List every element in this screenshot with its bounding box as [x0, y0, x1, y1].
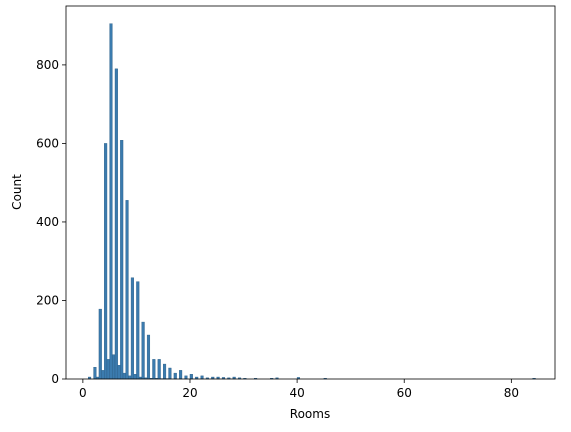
- bar: [117, 365, 121, 380]
- bar: [120, 140, 124, 380]
- y-tick-label: 600: [36, 136, 59, 150]
- bar: [173, 372, 177, 380]
- bar: [98, 308, 102, 380]
- bar: [184, 375, 188, 380]
- y-tick-label: 400: [36, 215, 59, 229]
- y-tick-label: 200: [36, 293, 59, 307]
- bar: [106, 359, 110, 380]
- bar: [114, 68, 118, 380]
- bar: [112, 354, 116, 380]
- axes-frame: [65, 5, 556, 380]
- bar: [179, 370, 183, 380]
- x-tick-label: 40: [289, 386, 304, 400]
- bar: [101, 370, 105, 380]
- bar: [104, 143, 108, 380]
- y-axis-label: Count: [10, 174, 24, 210]
- bar: [128, 375, 132, 380]
- x-tick-label: 80: [504, 386, 519, 400]
- x-axis-label: Rooms: [290, 407, 330, 421]
- x-tick-label: 0: [79, 386, 87, 400]
- bar: [189, 374, 193, 380]
- x-tick-label: 60: [397, 386, 412, 400]
- bar: [141, 321, 145, 380]
- bar: [122, 372, 126, 380]
- bar: [146, 334, 151, 380]
- bar: [136, 281, 140, 380]
- bar: [133, 374, 137, 380]
- bar: [163, 363, 167, 380]
- bar: [200, 375, 204, 380]
- bar: [93, 367, 97, 380]
- bar: [152, 359, 156, 380]
- x-tick-label: 20: [182, 386, 197, 400]
- y-tick-label: 800: [36, 58, 59, 72]
- bar: [168, 367, 172, 380]
- bar: [130, 277, 134, 380]
- bar: [109, 23, 113, 380]
- plot-area: [88, 23, 536, 380]
- y-tick-label: 0: [51, 372, 59, 386]
- bar: [125, 200, 129, 380]
- bar: [157, 359, 161, 380]
